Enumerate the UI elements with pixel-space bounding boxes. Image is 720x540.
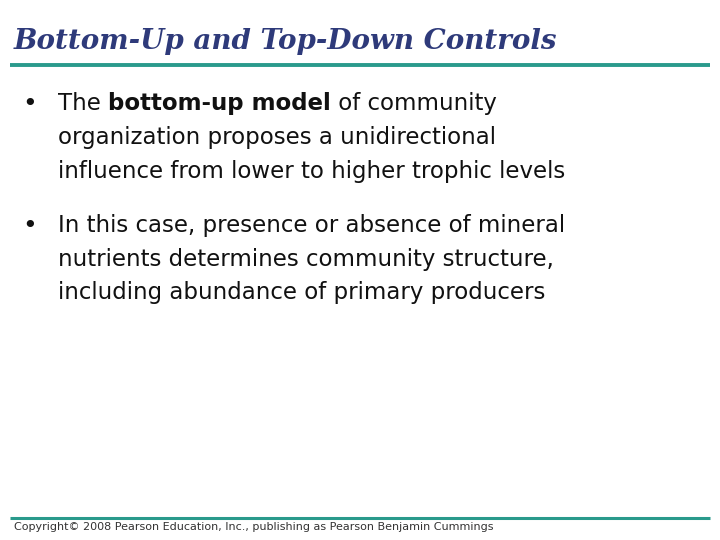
Text: of community: of community: [331, 92, 497, 115]
Text: nutrients determines community structure,: nutrients determines community structure…: [58, 248, 554, 271]
Text: Copyright© 2008 Pearson Education, Inc., publishing as Pearson Benjamin Cummings: Copyright© 2008 Pearson Education, Inc.,…: [14, 522, 493, 532]
Text: •: •: [22, 92, 37, 116]
Text: including abundance of primary producers: including abundance of primary producers: [58, 281, 545, 305]
Text: In this case, presence or absence of mineral: In this case, presence or absence of min…: [58, 214, 565, 237]
Text: influence from lower to higher trophic levels: influence from lower to higher trophic l…: [58, 160, 565, 183]
Text: The: The: [58, 92, 108, 115]
Text: •: •: [22, 214, 37, 238]
Text: Bottom-Up and Top-Down Controls: Bottom-Up and Top-Down Controls: [14, 28, 557, 55]
Text: organization proposes a unidirectional: organization proposes a unidirectional: [58, 126, 496, 149]
Text: bottom-up model: bottom-up model: [108, 92, 331, 115]
